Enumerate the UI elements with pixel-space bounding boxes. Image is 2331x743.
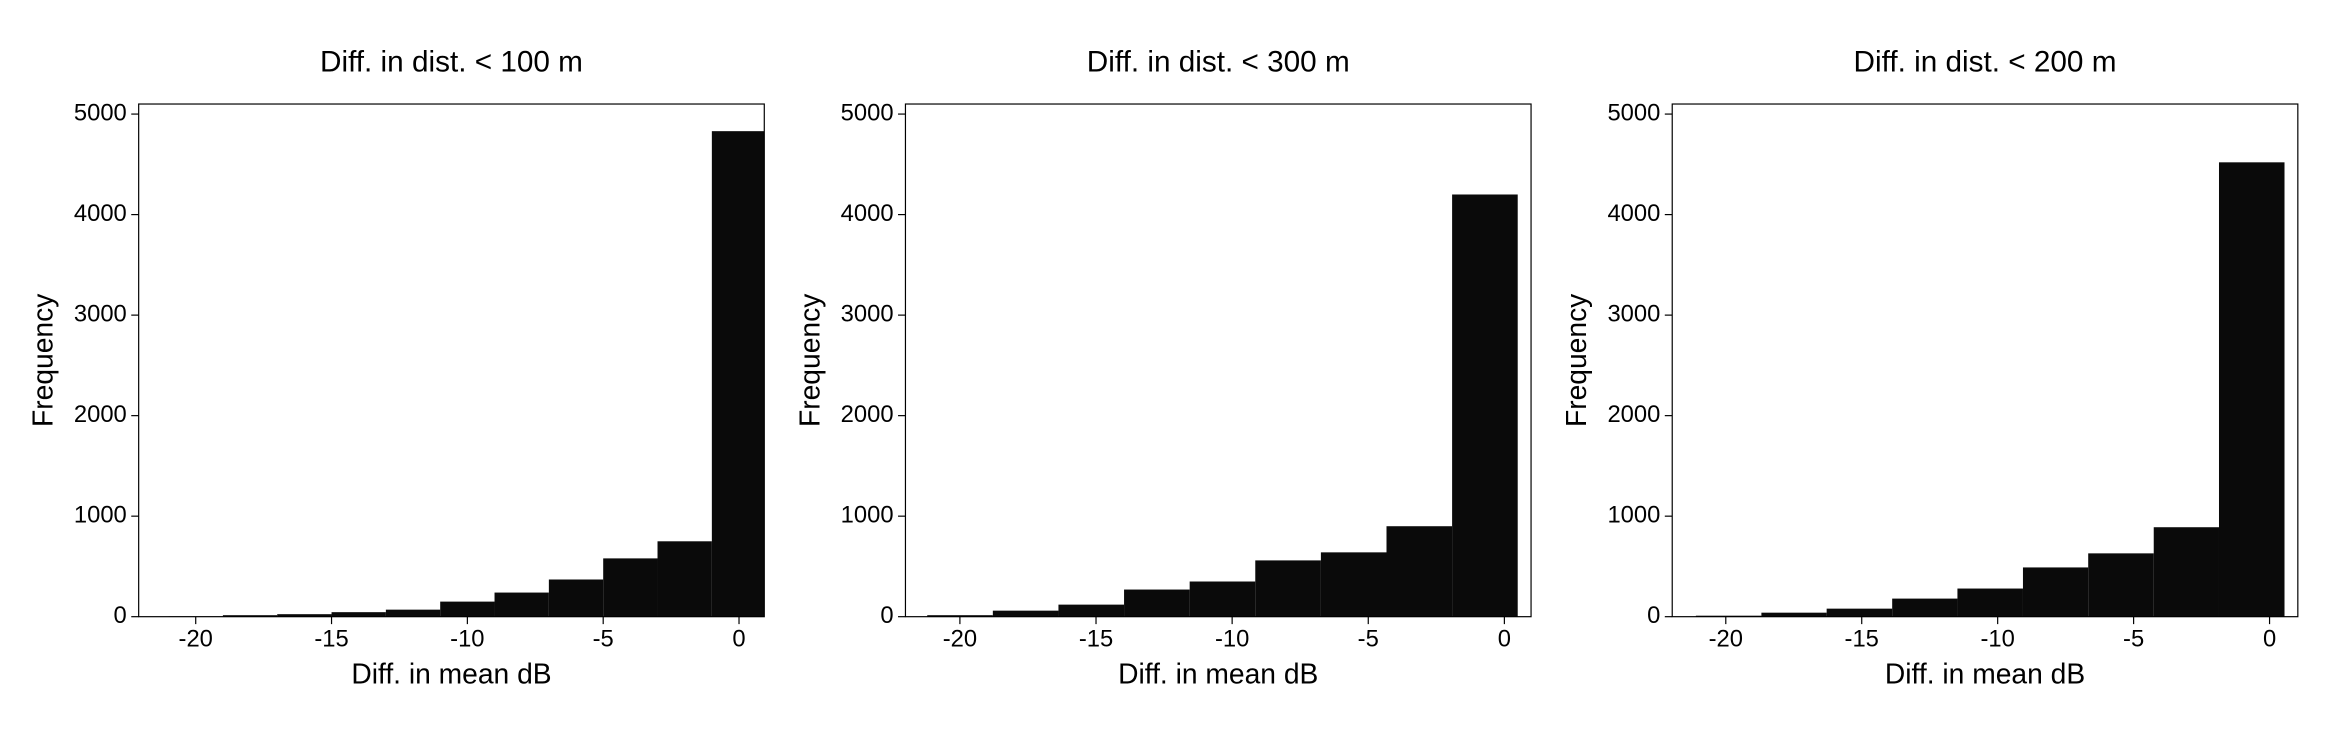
bar [385, 609, 441, 617]
chart-title: Diff. in dist. < 200 m [1854, 46, 2117, 79]
chart-title: Diff. in dist. < 300 m [1087, 46, 1350, 79]
x-tick-label: -5 [1358, 626, 1379, 653]
y-tick-label: 3000 [1607, 300, 1660, 327]
x-tick-label: 0 [1498, 626, 1511, 653]
bar [657, 541, 712, 617]
y-tick-label: 2000 [1607, 401, 1660, 428]
bar [1189, 581, 1256, 617]
bar [2022, 567, 2089, 617]
x-axis-label: Diff. in mean dB [1885, 658, 2085, 690]
bar [2088, 553, 2154, 617]
bar [1452, 194, 1518, 617]
y-tick-label: 4000 [74, 200, 127, 227]
x-tick-label: 0 [732, 626, 745, 653]
axes-frame [904, 103, 1532, 618]
y-axis-label: Frequency [793, 293, 825, 427]
bar [494, 592, 549, 617]
y-tick-label: 1000 [1607, 501, 1660, 528]
bar [711, 131, 765, 617]
x-tick-label: -5 [2123, 626, 2144, 653]
x-tick-label: -20 [943, 626, 977, 653]
bar [927, 615, 993, 617]
y-tick-label: 5000 [74, 99, 127, 126]
y-tick-label: 5000 [841, 99, 894, 126]
x-tick-label: -10 [450, 626, 484, 653]
bar [277, 614, 332, 617]
axes-frame [1671, 103, 2299, 618]
bar [1124, 589, 1190, 617]
bar [2153, 527, 2219, 617]
y-tick-label: 2000 [74, 401, 127, 428]
x-tick-label: -10 [1215, 626, 1249, 653]
y-axis-label: Frequency [1560, 293, 1592, 427]
bar [548, 579, 604, 617]
x-tick-label: -15 [1845, 626, 1879, 653]
x-axis-label: Diff. in mean dB [1118, 658, 1318, 690]
bar [331, 612, 386, 617]
y-tick-label: 3000 [841, 300, 894, 327]
bar [1957, 588, 2023, 617]
bar [603, 558, 658, 617]
bar [440, 601, 495, 617]
y-tick-label: 4000 [841, 200, 894, 227]
y-tick-label: 0 [1647, 602, 1660, 629]
x-tick-label: -10 [1980, 626, 2014, 653]
x-tick-label: -15 [1079, 626, 1113, 653]
bar [1386, 526, 1453, 617]
y-tick-label: 0 [880, 602, 893, 629]
x-tick-label: -15 [314, 626, 348, 653]
x-tick-label: -5 [593, 626, 614, 653]
chart-title: Diff. in dist. < 100 m [320, 46, 583, 79]
y-tick-label: 1000 [841, 501, 894, 528]
y-axis-label: Frequency [27, 293, 59, 427]
bar [1761, 612, 1827, 617]
bar [222, 615, 278, 617]
bar [1320, 552, 1387, 617]
y-tick-label: 1000 [74, 501, 127, 528]
axes-frame [138, 103, 765, 618]
bar [2218, 162, 2285, 617]
bar [1058, 604, 1125, 617]
x-tick-label: -20 [1709, 626, 1743, 653]
y-tick-label: 5000 [1607, 99, 1660, 126]
y-tick-label: 2000 [841, 401, 894, 428]
bar [1255, 560, 1321, 617]
x-tick-label: -20 [179, 626, 213, 653]
y-tick-label: 0 [114, 602, 127, 629]
bar [992, 610, 1059, 617]
y-tick-label: 3000 [74, 300, 127, 327]
x-axis-label: Diff. in mean dB [351, 658, 551, 690]
bar [1892, 598, 1958, 617]
y-tick-label: 4000 [1607, 200, 1660, 227]
x-tick-label: 0 [2263, 626, 2276, 653]
bar [1826, 608, 1893, 617]
